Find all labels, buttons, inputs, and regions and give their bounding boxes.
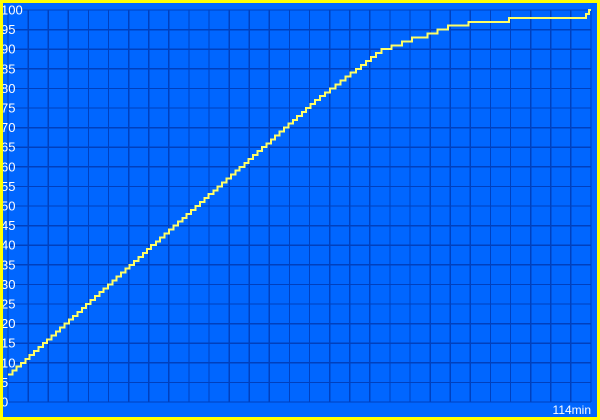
y-axis-tick-label: 100 — [1, 3, 23, 18]
y-axis-tick-label: 15 — [1, 336, 15, 351]
y-axis-tick-label: 5 — [1, 375, 8, 390]
y-axis-tick-label: 20 — [1, 316, 15, 331]
y-axis-tick-label: 45 — [1, 218, 15, 233]
y-axis-tick-label: 60 — [1, 159, 15, 174]
y-axis-tick-label: 30 — [1, 277, 15, 292]
y-axis-tick-label: 90 — [1, 42, 15, 57]
y-axis-tick-label: 85 — [1, 61, 15, 76]
y-axis-tick-label: 10 — [1, 355, 15, 370]
y-axis-tick-label: 95 — [1, 22, 15, 37]
y-axis-tick-label: 0 — [1, 395, 8, 410]
y-axis-tick-label: 40 — [1, 238, 15, 253]
duration-label: 114min — [553, 403, 591, 417]
charge-curve — [8, 9, 591, 376]
y-axis-tick-label: 25 — [1, 297, 15, 312]
y-axis-tick-label: 75 — [1, 101, 15, 116]
y-axis-tick-label: 55 — [1, 179, 15, 194]
y-axis-tick-label: 65 — [1, 140, 15, 155]
y-axis-tick-label: 80 — [1, 81, 15, 96]
y-axis-tick-label: 70 — [1, 120, 15, 135]
y-axis-tick-label: 50 — [1, 199, 15, 214]
y-axis-tick-label: 35 — [1, 257, 15, 272]
